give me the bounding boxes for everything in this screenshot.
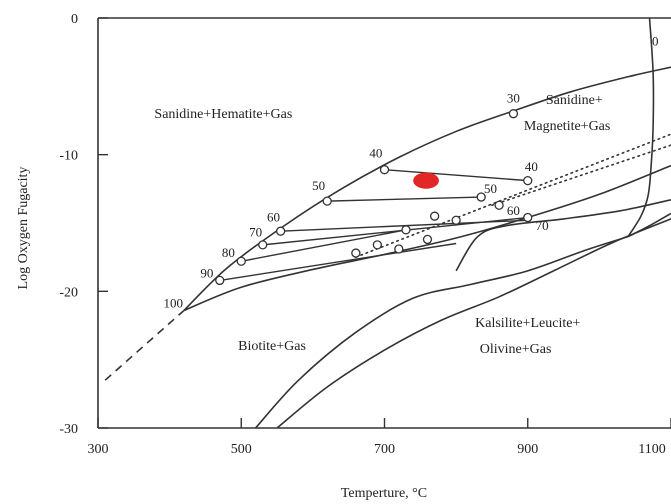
boundary-curve-3	[254, 235, 629, 428]
field-label-4: Kalsilite+Leucite+	[475, 316, 580, 331]
data-point-0	[508, 109, 519, 119]
y-tick-label-2: -20	[59, 285, 78, 300]
y-tick-label-0: 0	[71, 12, 78, 27]
boundary-curve-6	[455, 198, 671, 272]
data-point-4	[258, 240, 268, 250]
data-point-9	[494, 200, 504, 210]
curve-label-7: 90	[200, 266, 213, 281]
tie-line-4	[241, 229, 407, 262]
y-tick-label-1: -10	[59, 149, 78, 164]
tie-lines	[219, 169, 528, 282]
curve-label-1: 30	[507, 91, 520, 106]
data-point-1	[379, 165, 390, 175]
curve-label-4: 60	[267, 210, 280, 225]
curve-label-6: 80	[222, 245, 235, 260]
data-point-7	[523, 175, 533, 186]
boundary-curve-2	[627, 18, 655, 238]
data-point-6	[215, 275, 225, 286]
x-tick-label-1: 500	[231, 442, 252, 457]
x-axis-title: Temperture, °C	[341, 486, 427, 501]
y-tick-label-3: -30	[59, 422, 78, 437]
data-point-5	[236, 256, 246, 266]
boundary-curve-5	[276, 218, 671, 428]
boundary-curves	[104, 18, 671, 428]
data-point-10	[523, 212, 533, 223]
data-point-12	[401, 225, 411, 235]
x-tick-label-4: 1100	[638, 442, 665, 457]
curve-label-5: 70	[249, 225, 262, 240]
data-point-2	[322, 196, 332, 206]
curve-label-11: 60	[507, 203, 520, 218]
tie-line-0	[384, 169, 528, 182]
curve-labels: 0 30 40 50 60 70 80 90 100 40 50 60 70	[163, 33, 658, 310]
curve-label-12: 70	[536, 218, 549, 233]
data-point-17	[351, 248, 361, 258]
data-point-14	[422, 234, 433, 245]
dotted-line-0	[355, 133, 671, 258]
highlight-ellipse	[413, 172, 439, 189]
curve-label-10: 50	[484, 181, 497, 196]
field-label-1: Sanidine+	[546, 93, 603, 108]
dashed-extension	[104, 309, 185, 381]
data-point-13	[451, 215, 461, 225]
data-points	[215, 109, 533, 286]
data-point-3	[275, 226, 286, 236]
field-label-2: Magnetite+Gas	[524, 119, 610, 134]
curve-label-0: 0	[652, 33, 659, 48]
x-tick-label-3: 900	[517, 442, 538, 457]
curve-label-8: 100	[163, 296, 183, 311]
data-point-11	[429, 211, 440, 221]
boundary-curve-1	[183, 164, 671, 312]
curve-label-9: 40	[525, 159, 538, 174]
boundary-curve-0	[183, 66, 671, 312]
data-point-15	[394, 244, 404, 254]
field-label-3: Biotite+Gas	[238, 339, 306, 354]
data-point-8	[476, 192, 486, 202]
tie-line-5	[219, 242, 457, 282]
dotted-line-1	[491, 144, 671, 207]
tie-line-1	[327, 196, 482, 202]
y-axis-title: Log Oxygen Fugacity	[16, 167, 31, 290]
curve-label-3: 50	[312, 178, 325, 193]
field-label-0: Sanidine+Hematite+Gas	[154, 107, 292, 122]
x-tick-label-2: 700	[374, 442, 395, 457]
data-point-16	[372, 240, 382, 250]
curve-label-2: 40	[369, 145, 382, 160]
x-tick-label-0: 300	[88, 442, 109, 457]
phase-field-labels: Sanidine+Hematite+Gas Sanidine+ Magnetite+…	[154, 93, 610, 357]
field-label-5: Olivine+Gas	[480, 342, 552, 357]
